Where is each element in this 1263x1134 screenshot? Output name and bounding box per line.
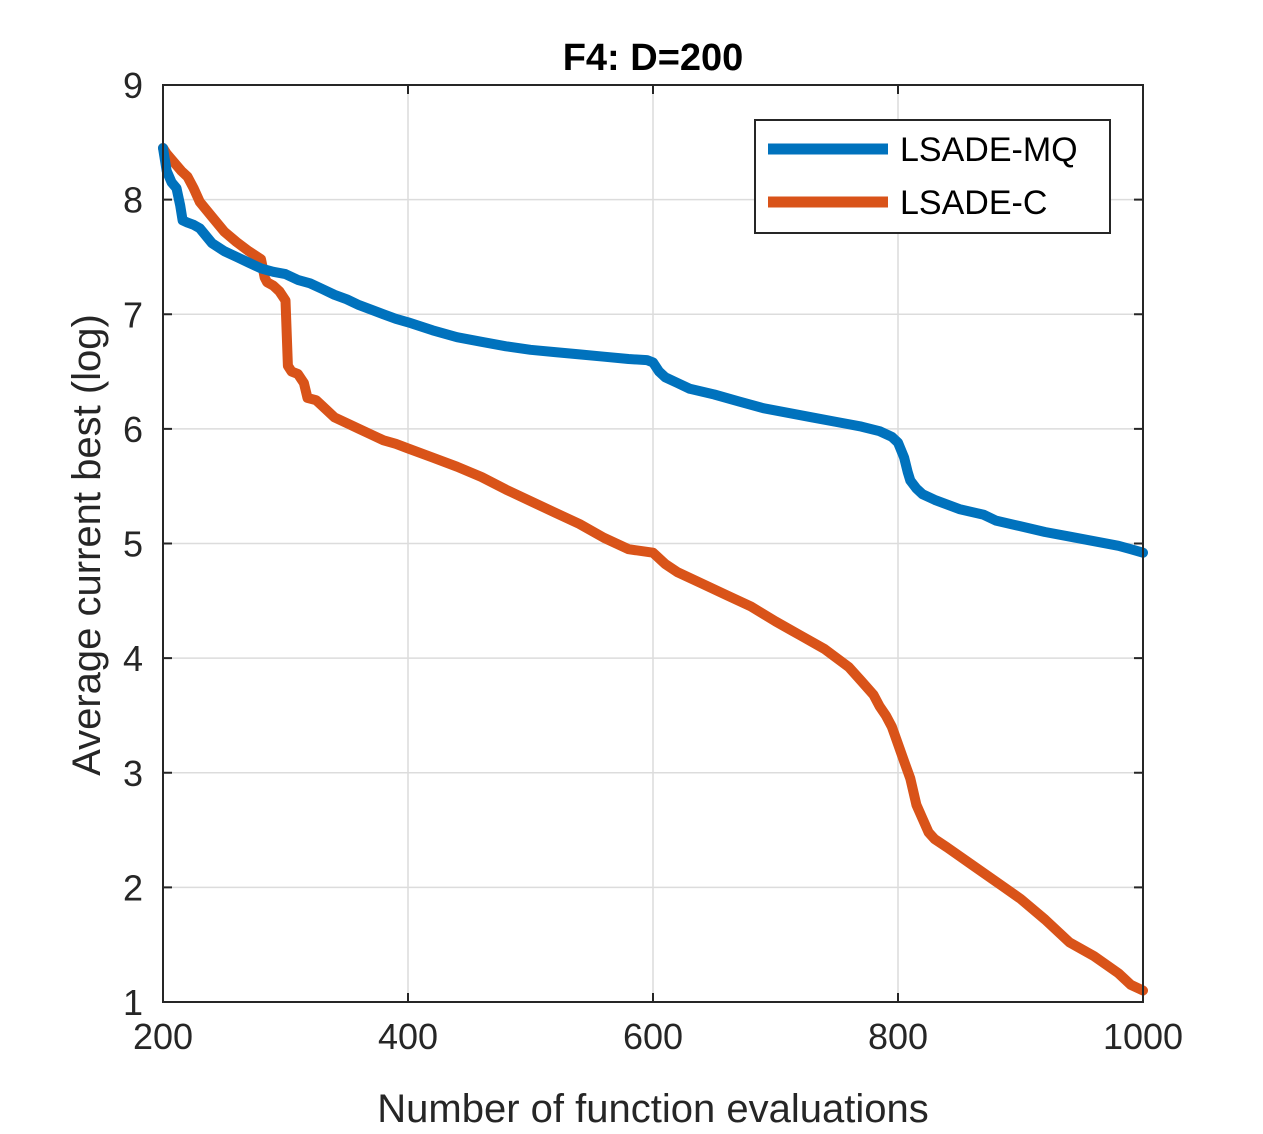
tick-marks (162, 84, 1144, 1003)
legend-label-lsade-mq: LSADE-MQ (900, 131, 1078, 169)
y-tick-label: 4 (123, 638, 143, 679)
y-tick-label: 6 (123, 409, 143, 450)
x-tick-label: 400 (378, 1016, 438, 1057)
series-layer (158, 143, 1148, 996)
series-line-lsade-c (158, 143, 1148, 996)
y-axis-label: Average current best (log) (65, 314, 109, 776)
chart-title: F4: D=200 (563, 37, 744, 79)
y-tick-label: 7 (123, 294, 143, 335)
x-axis-label: Number of function evaluations (377, 1087, 928, 1131)
x-tick-label: 800 (868, 1016, 928, 1057)
x-tick-label: 200 (133, 1016, 193, 1057)
x-tick-label: 600 (623, 1016, 683, 1057)
grid-lines (163, 85, 1143, 1002)
y-tick-label: 2 (123, 867, 143, 908)
y-tick-label: 1 (123, 982, 143, 1023)
tick-labels: 200 400 600 800 1000 1 2 3 4 5 6 7 8 9 (123, 65, 1183, 1057)
y-tick-label: 8 (123, 180, 143, 221)
y-tick-label: 9 (123, 65, 143, 106)
legend-label-lsade-c: LSADE-C (900, 184, 1047, 222)
series-line-lsade-mq (158, 143, 1148, 558)
y-tick-label: 3 (123, 753, 143, 794)
x-tick-label: 1000 (1103, 1016, 1183, 1057)
legend: LSADE-MQ LSADE-C (754, 119, 1111, 234)
y-tick-label: 5 (123, 524, 143, 565)
legend-box (754, 119, 1111, 234)
